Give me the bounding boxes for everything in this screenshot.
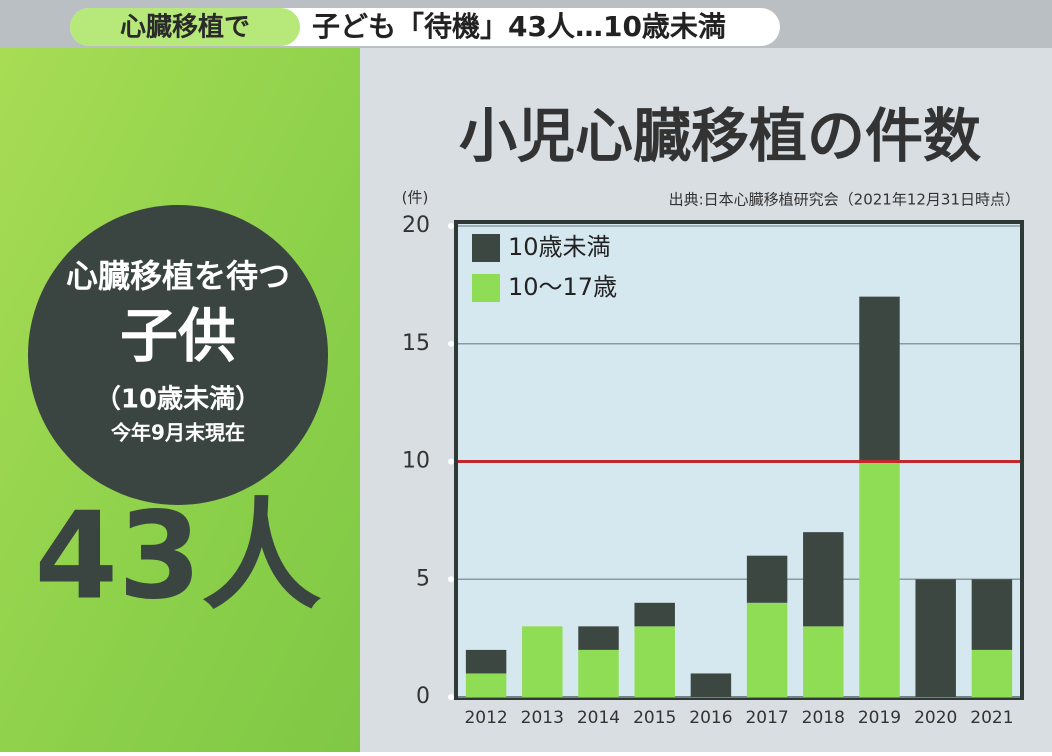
- chart-title: 小児心臓移植の件数: [459, 102, 981, 170]
- bar-segment: [465, 649, 507, 674]
- x-tick-label: 2013: [521, 708, 564, 728]
- y-tick-label: 15: [402, 331, 430, 356]
- bar-segment: [634, 602, 675, 627]
- y-tick-label: 20: [402, 213, 430, 238]
- bar-segment: [690, 673, 732, 697]
- bar-segment: [971, 649, 1013, 697]
- y-tick-label: 10: [402, 449, 430, 474]
- bar-segment: [634, 626, 675, 697]
- banner-tag-bg: [70, 8, 300, 46]
- legend-swatch: [472, 274, 500, 302]
- x-tick-label: 2012: [464, 708, 507, 728]
- legend-swatch: [472, 234, 500, 262]
- tick-dot: [448, 340, 454, 347]
- tick-dot: [448, 223, 454, 229]
- panel-line2: 子供: [120, 302, 236, 370]
- bar-segment: [746, 602, 788, 697]
- bar-segment: [971, 579, 1013, 650]
- banner-tag: 心臓移植で: [120, 13, 250, 43]
- legend-label: 10〜17歳: [508, 273, 617, 301]
- x-tick-label: 2015: [633, 708, 676, 728]
- y-tick-label: 0: [416, 684, 430, 709]
- panel-circle: [28, 205, 328, 505]
- panel-count: 43人: [35, 488, 322, 627]
- bar-segment: [859, 461, 900, 697]
- panel-line1: 心臓移植を待つ: [66, 257, 290, 295]
- bar-segment: [522, 626, 563, 697]
- x-tick-label: 2018: [802, 708, 845, 728]
- bar-segment: [465, 673, 507, 697]
- x-tick-label: 2020: [914, 708, 957, 728]
- panel-line4: 今年9月末現在: [111, 421, 245, 445]
- x-tick-label: 2014: [577, 708, 620, 728]
- x-tick-label: 2019: [858, 708, 901, 728]
- bar-segment: [803, 532, 844, 627]
- tick-dot: [448, 576, 454, 583]
- x-tick-label: 2017: [745, 708, 788, 728]
- tick-dot: [448, 458, 454, 465]
- bar-segment: [578, 649, 619, 697]
- bar-segment: [578, 626, 619, 650]
- legend-label: 10歳未満: [508, 233, 611, 261]
- bar-segment: [803, 626, 844, 697]
- panel-line3: （10歳未満）: [95, 385, 261, 415]
- bar-segment: [859, 296, 900, 462]
- y-tick-label: 5: [416, 566, 430, 591]
- bar-segment: [746, 555, 788, 603]
- tick-dot: [448, 694, 454, 700]
- y-axis-label: (件): [402, 189, 429, 207]
- x-tick-label: 2016: [689, 708, 732, 728]
- chart-source: 出典:日本心臓移植研究会（2021年12月31日時点）: [669, 191, 1020, 209]
- bar-segment: [915, 579, 956, 697]
- banner-headline: 子ども「待機」43人…10歳未満: [312, 10, 726, 43]
- x-tick-label: 2021: [970, 708, 1013, 728]
